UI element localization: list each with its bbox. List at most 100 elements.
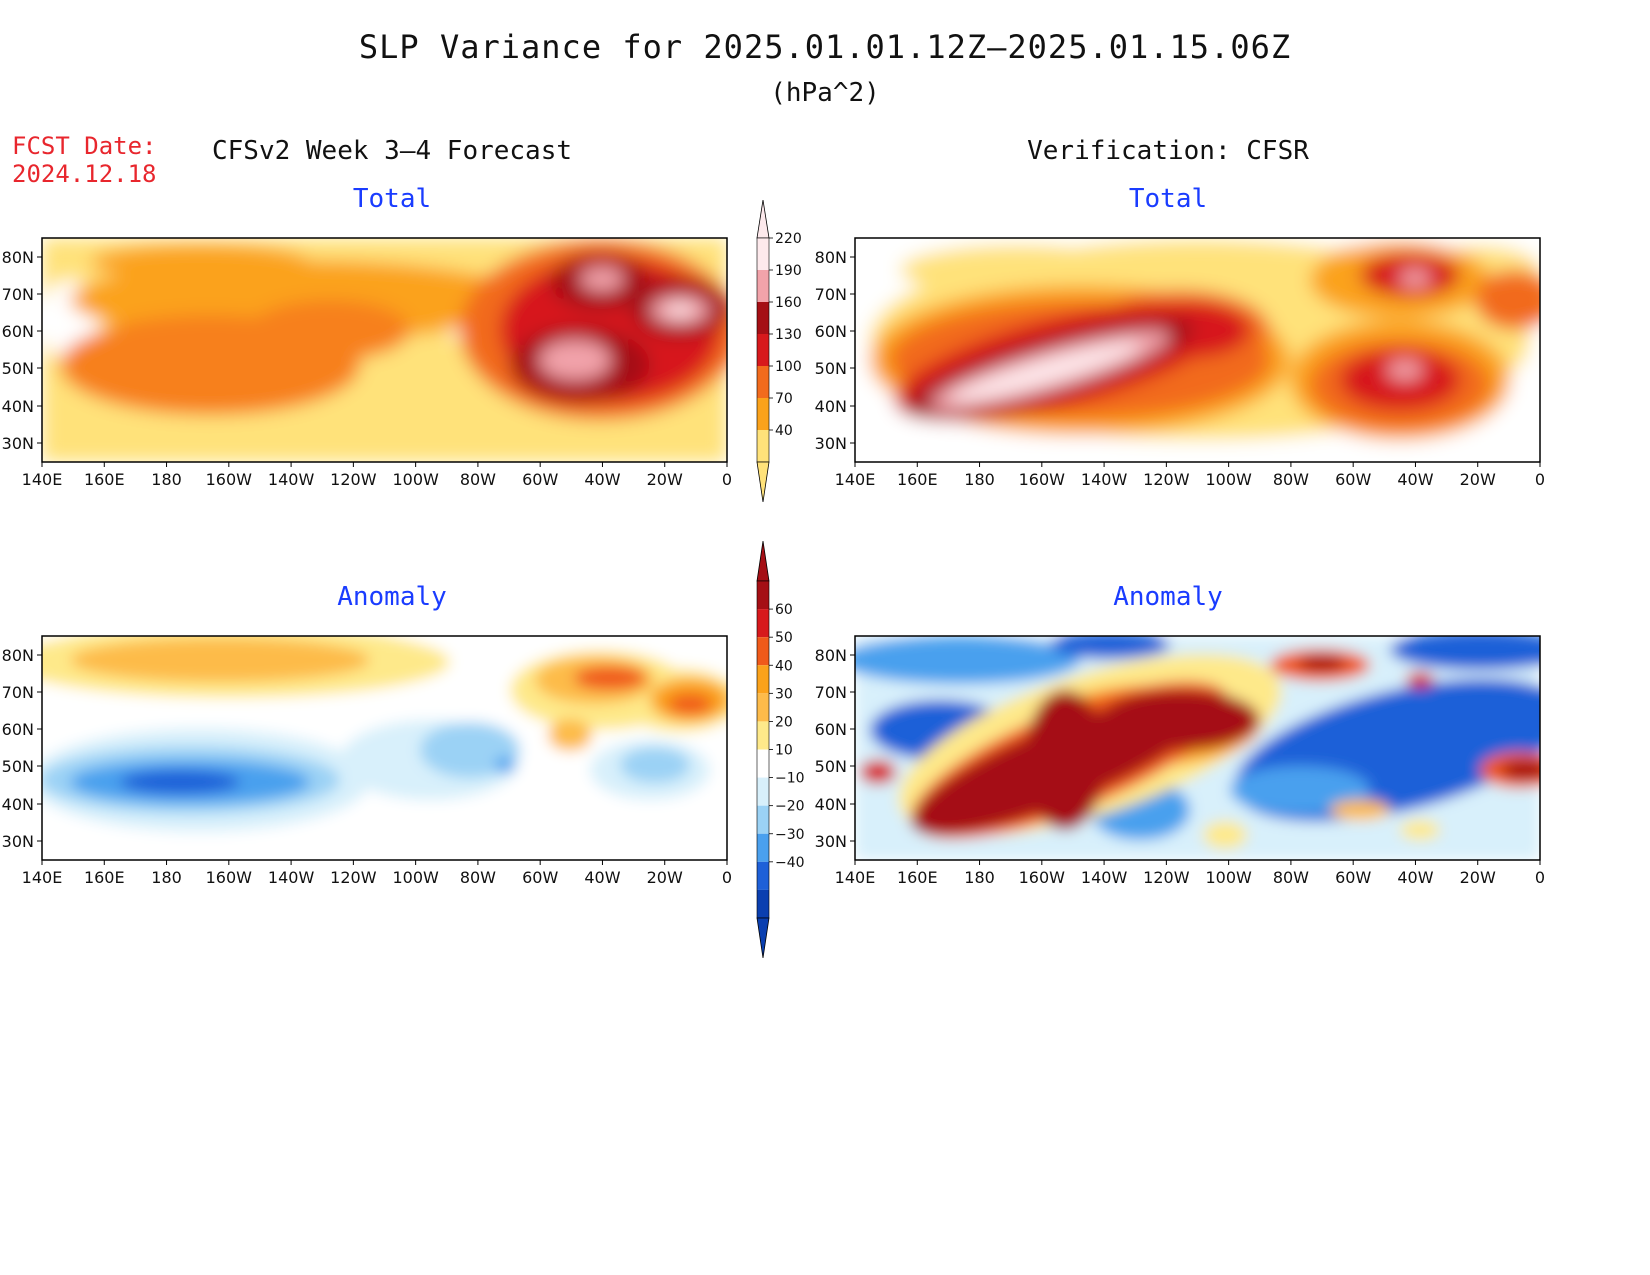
- colorbar-swatch: [757, 749, 769, 778]
- colorbar-cap-bottom: [756, 461, 770, 503]
- lat-label-bl: 60N: [2, 720, 34, 739]
- lon-label-tl: 140W: [268, 470, 315, 489]
- panel-bl-label: Anomaly: [337, 582, 447, 612]
- lat-label-tr: 40N: [815, 397, 847, 416]
- colorbar-anomaly-label: 30: [775, 686, 793, 702]
- lat-label-tl: 80N: [2, 248, 34, 267]
- colorbar-total-label: 190: [775, 263, 802, 279]
- lon-label-tr: 140E: [835, 470, 876, 489]
- colorbar-anomaly-label: −20: [775, 799, 805, 815]
- lon-label-tl: 80W: [460, 470, 496, 489]
- lon-label-tr: 100W: [1205, 470, 1252, 489]
- lon-label-br: 60W: [1335, 868, 1371, 887]
- panel-br-map: [854, 635, 1541, 861]
- colorbar-swatch: [757, 430, 769, 462]
- colorbar-anomaly-label: 40: [775, 658, 793, 674]
- left-column-header: CFSv2 Week 3–4 Forecast: [211, 136, 573, 166]
- lon-label-bl: 160W: [206, 868, 253, 887]
- panel-tl-label: Total: [352, 184, 432, 214]
- lon-label-bl: 40W: [584, 868, 620, 887]
- lon-label-bl: 120W: [330, 868, 377, 887]
- colorbar-swatch: [757, 270, 769, 302]
- lon-label-tl: 20W: [647, 470, 683, 489]
- colorbar-anomaly-label: 50: [775, 630, 793, 646]
- lon-label-tr: 160W: [1019, 470, 1066, 489]
- lon-label-tl: 100W: [392, 470, 439, 489]
- lon-label-bl: 140W: [268, 868, 315, 887]
- colorbar-swatch: [757, 334, 769, 366]
- panel-tl-map: [41, 237, 728, 463]
- lon-label-tl: 40W: [584, 470, 620, 489]
- colorbar-anomaly-label: 20: [775, 714, 793, 730]
- colorbar-swatch: [757, 366, 769, 398]
- panel-tr-label: Total: [1128, 184, 1208, 214]
- lat-label-tr: 80N: [815, 248, 847, 267]
- lon-label-bl: 80W: [460, 868, 496, 887]
- lon-label-tr: 20W: [1460, 470, 1496, 489]
- lon-label-bl: 140E: [22, 868, 63, 887]
- figure-units: (hPa^2): [770, 78, 880, 108]
- colorbar-swatch: [757, 609, 769, 638]
- lon-label-br: 160E: [897, 868, 938, 887]
- lon-label-br: 180: [964, 868, 995, 887]
- lon-label-tr: 140W: [1081, 470, 1128, 489]
- colorbar-anomaly-label: −40: [775, 855, 805, 871]
- lat-label-tl: 60N: [2, 322, 34, 341]
- colorbar-swatch: [757, 665, 769, 694]
- lon-label-br: 40W: [1397, 868, 1433, 887]
- lat-label-br: 40N: [815, 795, 847, 814]
- lon-label-br: 0: [1535, 868, 1545, 887]
- lon-label-bl: 100W: [392, 868, 439, 887]
- lon-label-br: 120W: [1143, 868, 1190, 887]
- colorbar-cap-top: [756, 199, 770, 239]
- lat-label-tl: 70N: [2, 285, 34, 304]
- colorbar-total-label: 130: [775, 327, 802, 343]
- lon-label-tl: 160W: [206, 470, 253, 489]
- lon-label-tr: 60W: [1335, 470, 1371, 489]
- lat-label-tr: 60N: [815, 322, 847, 341]
- colorbar-cap-bottom: [756, 917, 770, 959]
- right-column-header: Verification: CFSR: [1027, 136, 1309, 166]
- colorbar-swatch: [757, 805, 769, 834]
- lon-label-tr: 0: [1535, 470, 1545, 489]
- colorbar-anomaly-label: 10: [775, 743, 793, 759]
- colorbar-swatch: [757, 637, 769, 666]
- lat-label-bl: 50N: [2, 757, 34, 776]
- colorbar-anomaly-label: −10: [775, 771, 805, 787]
- lat-label-br: 70N: [815, 683, 847, 702]
- lon-label-tl: 120W: [330, 470, 377, 489]
- lon-label-tl: 140E: [22, 470, 63, 489]
- lon-label-tl: 0: [722, 470, 732, 489]
- colorbar-swatch: [757, 693, 769, 722]
- panel-br-label: Anomaly: [1113, 582, 1223, 612]
- panel-tr-map: [854, 237, 1541, 463]
- lat-label-tl: 40N: [2, 397, 34, 416]
- fcst-date-label: FCST Date:: [12, 132, 157, 160]
- lat-label-bl: 80N: [2, 646, 34, 665]
- colorbar-total-label: 220: [775, 231, 802, 247]
- lat-label-tl: 50N: [2, 359, 34, 378]
- colorbar-swatch: [757, 777, 769, 806]
- lat-label-br: 30N: [815, 832, 847, 851]
- lon-label-tr: 120W: [1143, 470, 1190, 489]
- colorbar-swatch: [757, 861, 769, 890]
- colorbar-total-label: 100: [775, 359, 802, 375]
- fcst-date-value: 2024.12.18: [12, 160, 157, 188]
- colorbar-total: 220 190 160 130 100 70 40: [756, 199, 802, 503]
- lon-label-tl: 60W: [522, 470, 558, 489]
- panel-bl-map: [41, 635, 728, 861]
- axes-layer: 80N 70N 60N 50N 40N 30N 140E 160E 180 160W 140W 120…: [2, 248, 1545, 887]
- lon-label-tl: 160E: [84, 470, 125, 489]
- lon-label-tr: 180: [964, 470, 995, 489]
- lat-label-bl: 40N: [2, 795, 34, 814]
- colorbar-cap-top: [756, 540, 770, 582]
- lon-label-br: 140E: [835, 868, 876, 887]
- lon-label-tr: 40W: [1397, 470, 1433, 489]
- colorbar-swatch: [757, 889, 769, 918]
- lon-label-br: 100W: [1205, 868, 1252, 887]
- lon-label-bl: 160E: [84, 868, 125, 887]
- lon-label-br: 160W: [1019, 868, 1066, 887]
- lon-label-tr: 160E: [897, 470, 938, 489]
- lat-label-tl: 30N: [2, 434, 34, 453]
- lat-label-tr: 50N: [815, 359, 847, 378]
